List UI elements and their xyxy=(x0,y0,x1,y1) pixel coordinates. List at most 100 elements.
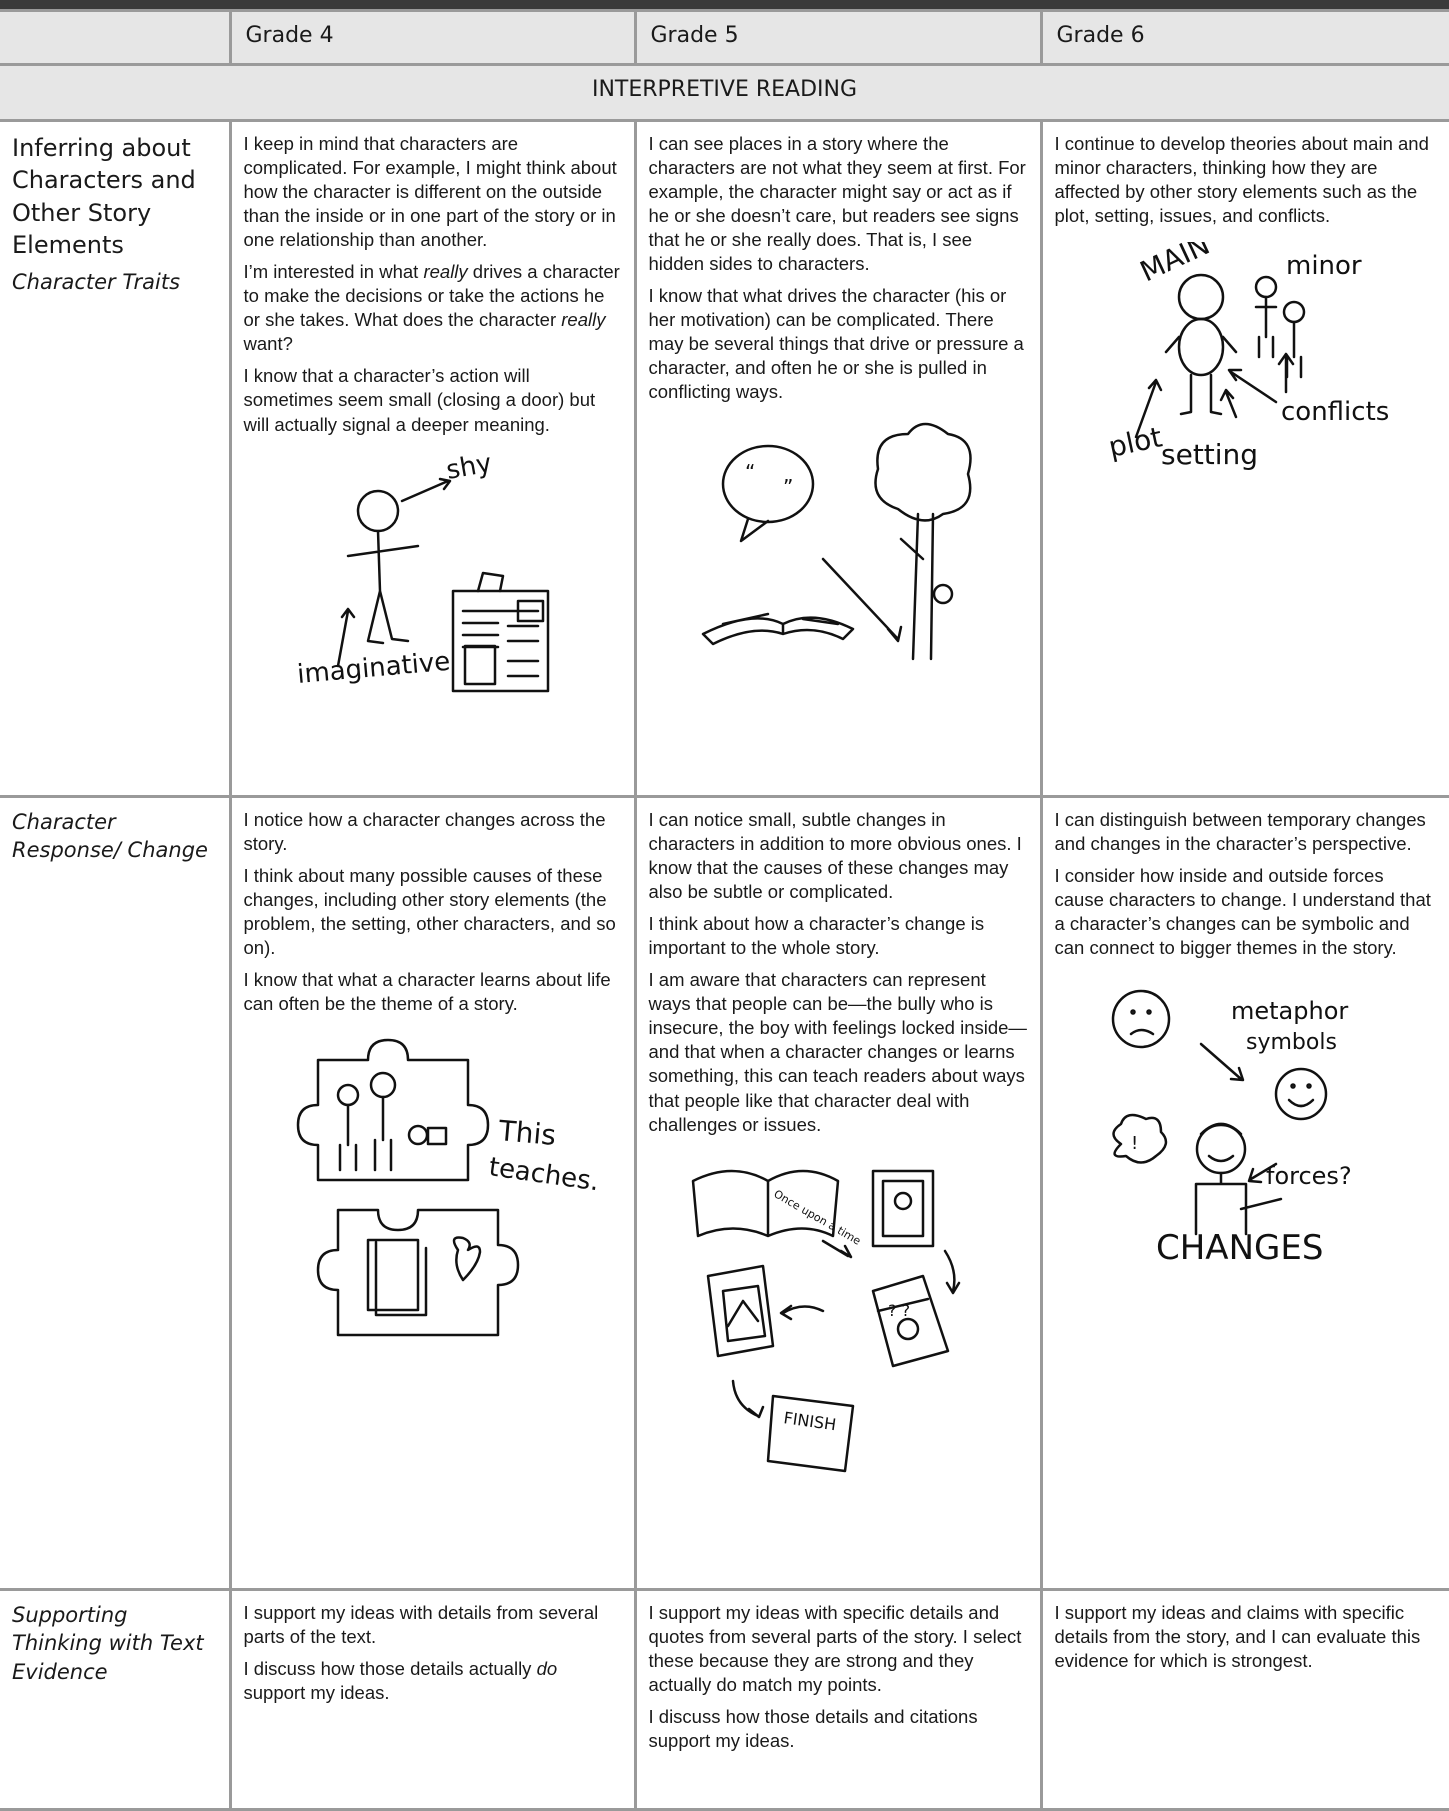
sketch-stroke xyxy=(407,1125,428,1146)
text-run: I discuss how those details and citation… xyxy=(648,1706,978,1752)
illustration-label: Once upon a time xyxy=(772,1187,864,1247)
paragraph: I support my ideas and claims with speci… xyxy=(1055,1601,1438,1673)
sketch-stroke xyxy=(1194,1123,1282,1236)
sketch-stroke xyxy=(1287,1099,1314,1108)
sketch-stroke: “ xyxy=(745,460,755,484)
row-label: Inferring about Characters and Other Sto… xyxy=(12,134,196,260)
text-run: I consider how inside and outside forces… xyxy=(1054,865,1431,959)
text-run: I support my ideas with specific details… xyxy=(648,1602,1022,1696)
sketch-stroke xyxy=(373,1096,392,1172)
sketch-stroke xyxy=(1282,300,1305,324)
sketch-stroke xyxy=(1111,990,1170,1049)
section-row: INTERPRETIVE READING xyxy=(0,63,1449,122)
illustration-label: metaphor xyxy=(1231,997,1348,1025)
sketch-stroke xyxy=(1199,1043,1244,1082)
illustration-label: plot xyxy=(1105,421,1164,464)
sketch-stroke xyxy=(932,583,954,604)
sketch-stroke xyxy=(1112,1114,1167,1165)
text-run: I know that a character’s action will so… xyxy=(243,365,596,435)
row-label: Character Response/ Change xyxy=(12,810,208,863)
illustration-label: MAIN xyxy=(1135,242,1215,288)
sketch-stroke xyxy=(336,477,451,667)
paragraph: I discuss how those details and citation… xyxy=(649,1705,1028,1753)
text-run: support my ideas. xyxy=(243,1682,390,1704)
sketch-stroke xyxy=(296,1039,489,1182)
sketch-stroke xyxy=(731,1379,765,1418)
text-run: want? xyxy=(243,333,293,355)
illustration: shy imaginative xyxy=(295,451,549,692)
sketch-stroke xyxy=(338,1104,357,1172)
text-run: I can distinguish between temporary chan… xyxy=(1054,809,1426,855)
illustration: Thisteaches... xyxy=(296,1039,598,1337)
sketch-stroke xyxy=(871,1274,950,1367)
grade-cell: I can distinguish between temporary chan… xyxy=(1039,795,1449,1591)
table-row: Character Response/ Change I notice how a… xyxy=(0,795,1449,1591)
sketch-stroke xyxy=(516,599,544,622)
text-run: I think about how a character’s change i… xyxy=(648,913,985,959)
sketch-stroke xyxy=(463,644,496,685)
paragraph: I know that a character’s action will so… xyxy=(244,364,622,436)
top-bar xyxy=(0,0,1449,9)
header-cell: Grade 4 xyxy=(228,9,637,66)
sketch-stroke xyxy=(821,422,972,660)
text-run: really xyxy=(561,309,606,331)
illustration-label: shy xyxy=(444,451,494,486)
illustration-label: This xyxy=(496,1114,557,1152)
text-run: I discuss how those details actually xyxy=(243,1658,537,1680)
illustration-label: conflicts xyxy=(1281,397,1389,427)
grade-cell: I continue to develop theories about mai… xyxy=(1039,119,1449,798)
text-run: I can notice small, subtle changes in ch… xyxy=(648,809,1022,903)
header-cell: Grade 6 xyxy=(1039,9,1449,66)
text-run: I support my ideas with details from sev… xyxy=(243,1602,599,1648)
sketch-stroke xyxy=(1146,1009,1152,1016)
sketch-stroke xyxy=(691,1169,853,1258)
paragraph: I can distinguish between temporary chan… xyxy=(1055,808,1438,856)
sketch-stroke xyxy=(1129,1029,1154,1036)
paragraph: I can see places in a story where the ch… xyxy=(649,132,1028,276)
text-run: I’m interested in what xyxy=(243,261,424,283)
sketch-stroke xyxy=(1177,273,1224,321)
row-label-cell: Inferring about Characters and Other Sto… xyxy=(0,119,232,798)
grade-cell: I support my ideas with details from sev… xyxy=(228,1588,637,1811)
row-label: Supporting Thinking with Text Evidence xyxy=(12,1603,204,1684)
sketch-stroke xyxy=(701,612,855,645)
header-row: Grade 4 Grade 5 Grade 6 xyxy=(0,9,1449,66)
paragraph: I know that what a character learns abou… xyxy=(244,968,622,1016)
sketch-stroke xyxy=(1164,335,1237,416)
sketch-stroke xyxy=(881,1179,925,1237)
paragraph: I support my ideas with details from sev… xyxy=(244,1601,622,1649)
sketch-stroke xyxy=(1274,1068,1327,1121)
text-run: I know that what a character learns abou… xyxy=(243,969,611,1015)
illustration: “” xyxy=(701,422,972,660)
sketch-stroke: ? ? xyxy=(888,1301,910,1320)
sketch-stroke xyxy=(893,1191,913,1210)
illustration: ! metaphor symbols forces? CHANGES xyxy=(1111,990,1352,1268)
sketch-stroke xyxy=(316,1209,519,1337)
sketch-stroke: ! xyxy=(1131,1133,1138,1154)
paragraph: I am aware that characters can represent… xyxy=(649,968,1028,1136)
text-run: I am aware that characters can represent… xyxy=(648,969,1027,1135)
paragraph: I support my ideas with specific details… xyxy=(649,1601,1028,1697)
continuum-table: Grade 4 Grade 5 Grade 6 INTERPRETIVE READIN… xyxy=(0,9,1449,1811)
grade-cell: I can see places in a story where the ch… xyxy=(633,119,1043,798)
grade-cell: I keep in mind that characters are compl… xyxy=(228,119,637,798)
paragraph: I think about how a character’s change i… xyxy=(649,912,1028,960)
sketch-stroke xyxy=(1177,317,1224,377)
row-label-cell: Supporting Thinking with Text Evidence xyxy=(0,1588,232,1811)
sketch-stroke xyxy=(336,1084,359,1107)
sketch-stroke xyxy=(1254,295,1277,359)
illustration-label: forces? xyxy=(1266,1162,1352,1190)
table-row: Supporting Thinking with Text Evidence I … xyxy=(0,1588,1449,1811)
illustration-label: FINISH xyxy=(782,1408,837,1434)
text-run: drives a character to make the decisions… xyxy=(243,261,620,331)
illustration: ? ? Once upon a time FINISH xyxy=(691,1169,961,1472)
text-run: I notice how a character changes across … xyxy=(243,809,606,855)
text-run: I continue to develop theories about mai… xyxy=(1054,133,1429,227)
header-cell xyxy=(0,9,232,66)
text-run: I know that what drives the character (h… xyxy=(648,285,1024,403)
sketch-stroke xyxy=(426,1127,447,1146)
paragraph: I think about many possible causes of th… xyxy=(244,864,622,960)
sketch-stroke xyxy=(739,517,770,542)
